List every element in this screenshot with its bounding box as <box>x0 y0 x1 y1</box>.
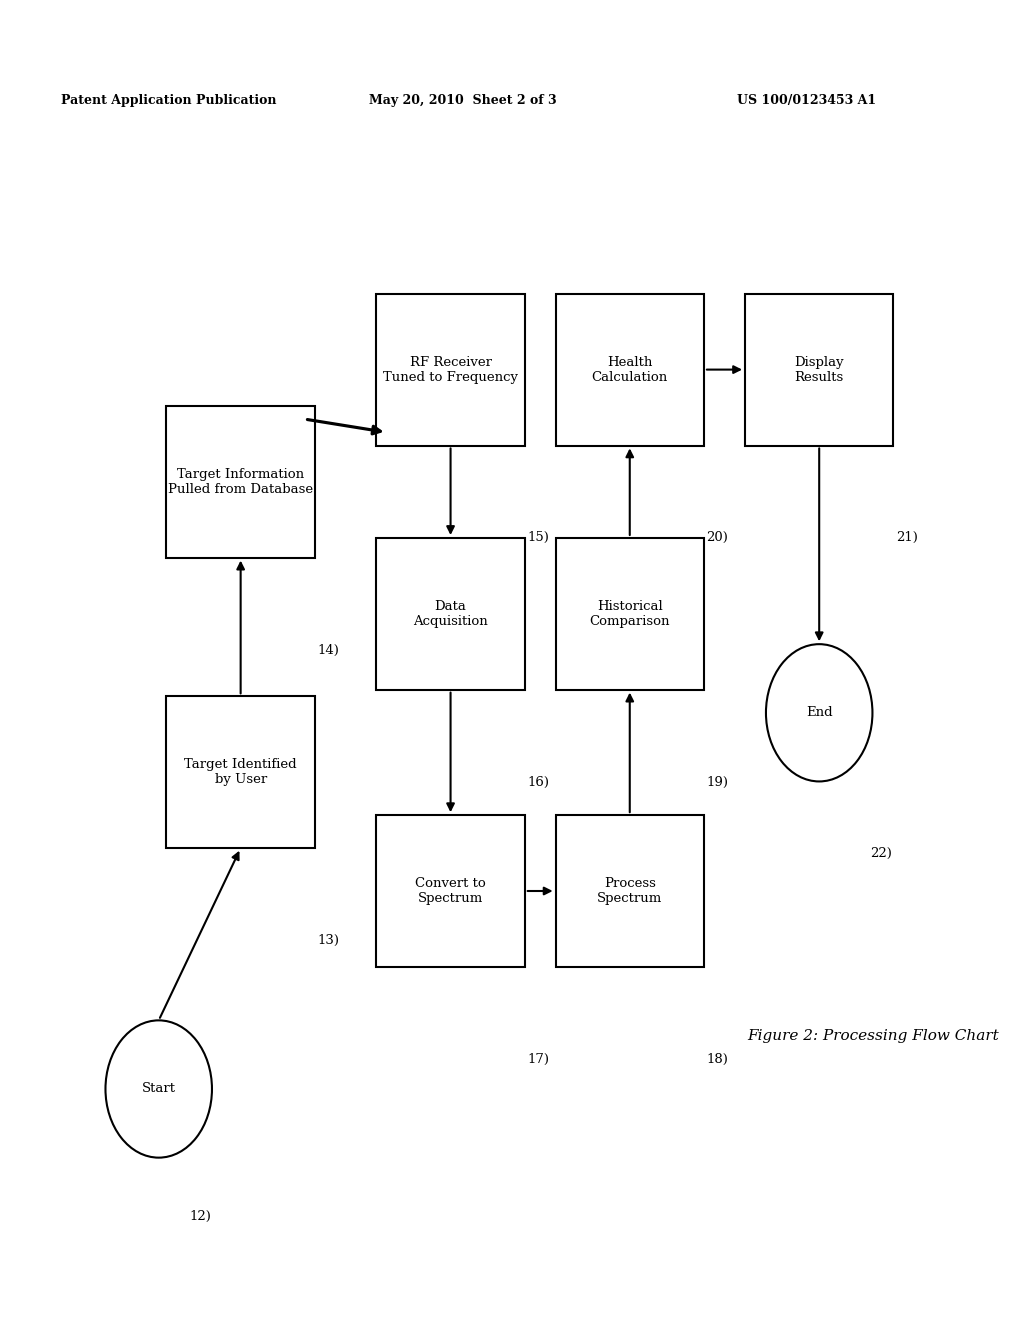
Text: 18): 18) <box>707 1053 728 1065</box>
Text: End: End <box>806 706 833 719</box>
Text: Convert to
Spectrum: Convert to Spectrum <box>415 876 486 906</box>
Text: 21): 21) <box>896 532 918 544</box>
Text: 22): 22) <box>870 847 892 861</box>
FancyBboxPatch shape <box>166 407 315 557</box>
Circle shape <box>105 1020 212 1158</box>
Text: 15): 15) <box>527 532 549 544</box>
Text: Historical
Comparison: Historical Comparison <box>590 599 670 628</box>
Text: 12): 12) <box>189 1210 211 1224</box>
Text: RF Receiver
Tuned to Frequency: RF Receiver Tuned to Frequency <box>383 355 518 384</box>
FancyBboxPatch shape <box>166 697 315 849</box>
FancyBboxPatch shape <box>555 539 705 689</box>
FancyBboxPatch shape <box>377 294 524 446</box>
FancyBboxPatch shape <box>745 294 893 446</box>
Text: Target Information
Pulled from Database: Target Information Pulled from Database <box>168 467 313 496</box>
Text: 19): 19) <box>707 776 728 788</box>
Text: Health
Calculation: Health Calculation <box>592 355 668 384</box>
Text: US 100/0123453 A1: US 100/0123453 A1 <box>737 94 877 107</box>
FancyBboxPatch shape <box>555 814 705 966</box>
Text: 20): 20) <box>707 532 728 544</box>
FancyBboxPatch shape <box>377 539 524 689</box>
Text: Patent Application Publication: Patent Application Publication <box>61 94 276 107</box>
Text: 17): 17) <box>527 1053 549 1065</box>
Circle shape <box>766 644 872 781</box>
Text: 13): 13) <box>317 935 339 946</box>
Text: 14): 14) <box>317 644 339 656</box>
Text: Start: Start <box>141 1082 176 1096</box>
Text: Figure 2: Processing Flow Chart: Figure 2: Processing Flow Chart <box>748 1030 999 1043</box>
Text: Display
Results: Display Results <box>795 355 844 384</box>
FancyBboxPatch shape <box>377 814 524 966</box>
FancyBboxPatch shape <box>555 294 705 446</box>
Text: Data
Acquisition: Data Acquisition <box>414 599 487 628</box>
Text: Target Identified
by User: Target Identified by User <box>184 758 297 787</box>
Text: 16): 16) <box>527 776 549 788</box>
Text: Process
Spectrum: Process Spectrum <box>597 876 663 906</box>
Text: May 20, 2010  Sheet 2 of 3: May 20, 2010 Sheet 2 of 3 <box>369 94 556 107</box>
